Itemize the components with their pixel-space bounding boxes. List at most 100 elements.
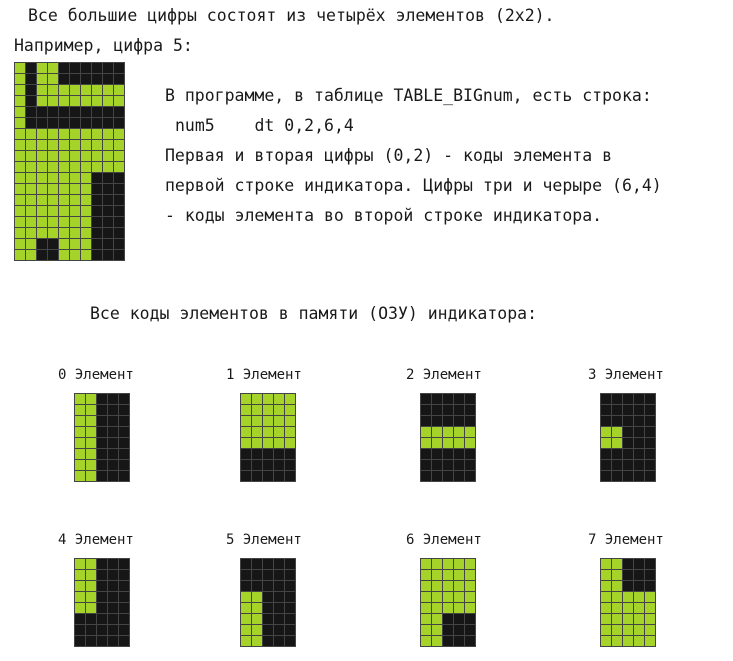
element-1-grid <box>240 393 296 482</box>
pixel-off <box>114 217 124 227</box>
pixel-on <box>421 559 431 569</box>
pixel-on <box>252 394 262 404</box>
pixel-on <box>15 250 25 260</box>
pixel-on <box>81 217 91 227</box>
pixel-on <box>37 74 47 84</box>
pixel-on <box>612 570 622 580</box>
pixel-on <box>274 416 284 426</box>
pixel-off <box>97 603 107 613</box>
pixel-off <box>119 581 129 591</box>
pixel-on <box>432 570 442 580</box>
pixel-on <box>70 195 80 205</box>
pixel-on <box>81 96 91 106</box>
pixel-on <box>263 427 273 437</box>
pixel-on <box>601 438 611 448</box>
pixel-on <box>70 206 80 216</box>
pixel-on <box>81 239 91 249</box>
pixel-off <box>443 460 453 470</box>
pixel-off <box>623 416 633 426</box>
pixel-on <box>70 173 80 183</box>
pixel-on <box>612 559 622 569</box>
pixel-on <box>48 63 58 73</box>
pixel-on <box>432 636 442 646</box>
pixel-off <box>37 250 47 260</box>
pixel-on <box>75 559 85 569</box>
pixel-on <box>26 217 36 227</box>
explanation-line-2: num5 dt 0,2,6,4 <box>175 116 354 135</box>
pixel-on <box>48 151 58 161</box>
pixel-off <box>634 427 644 437</box>
pixel-on <box>70 85 80 95</box>
pixel-off <box>263 614 273 624</box>
element-2-grid <box>420 393 476 482</box>
pixel-off <box>119 471 129 481</box>
pixel-off <box>92 184 102 194</box>
pixel-off <box>92 173 102 183</box>
pixel-off <box>114 206 124 216</box>
pixel-off <box>26 63 36 73</box>
pixel-off <box>612 460 622 470</box>
pixel-on <box>75 394 85 404</box>
pixel-off <box>103 206 113 216</box>
pixel-off <box>274 570 284 580</box>
pixel-on <box>75 405 85 415</box>
pixel-off <box>285 592 295 602</box>
pixel-on <box>37 184 47 194</box>
pixel-off <box>97 625 107 635</box>
pixel-on <box>623 636 633 646</box>
pixel-off <box>26 74 36 84</box>
pixel-on <box>75 581 85 591</box>
pixel-on <box>421 636 431 646</box>
pixel-on <box>81 250 91 260</box>
pixel-off <box>108 405 118 415</box>
pixel-on <box>48 195 58 205</box>
pixel-on <box>432 438 442 448</box>
pixel-on <box>15 162 25 172</box>
pixel-on <box>70 129 80 139</box>
pixel-on <box>59 129 69 139</box>
element-0-grid <box>74 393 130 482</box>
pixel-off <box>421 449 431 459</box>
pixel-off <box>263 570 273 580</box>
pixel-off <box>108 438 118 448</box>
pixel-on <box>114 85 124 95</box>
pixel-off <box>59 74 69 84</box>
pixel-off <box>601 405 611 415</box>
pixel-off <box>70 118 80 128</box>
pixel-on <box>15 96 25 106</box>
pixel-off <box>37 107 47 117</box>
pixel-on <box>26 239 36 249</box>
pixel-on <box>92 162 102 172</box>
pixel-on <box>252 614 262 624</box>
pixel-off <box>119 636 129 646</box>
pixel-off <box>432 416 442 426</box>
pixel-on <box>252 603 262 613</box>
pixel-off <box>454 625 464 635</box>
pixel-off <box>92 74 102 84</box>
pixel-on <box>37 173 47 183</box>
pixel-on <box>15 140 25 150</box>
pixel-on <box>274 394 284 404</box>
element-7-grid <box>600 558 656 647</box>
pixel-on <box>59 239 69 249</box>
pixel-on <box>75 438 85 448</box>
explanation-line-3: Первая и вторая цифры (0,2) - коды элеме… <box>165 146 613 165</box>
pixel-off <box>119 625 129 635</box>
pixel-off <box>48 118 58 128</box>
pixel-on <box>81 173 91 183</box>
pixel-on <box>92 96 102 106</box>
pixel-on <box>114 140 124 150</box>
pixel-on <box>601 427 611 437</box>
pixel-on <box>241 592 251 602</box>
pixel-on <box>59 206 69 216</box>
pixel-off <box>70 63 80 73</box>
pixel-off <box>421 394 431 404</box>
pixel-on <box>432 592 442 602</box>
pixel-off <box>103 250 113 260</box>
pixel-on <box>612 427 622 437</box>
pixel-on <box>59 151 69 161</box>
pixel-on <box>59 162 69 172</box>
pixel-off <box>81 107 91 117</box>
pixel-on <box>454 581 464 591</box>
pixel-off <box>263 581 273 591</box>
